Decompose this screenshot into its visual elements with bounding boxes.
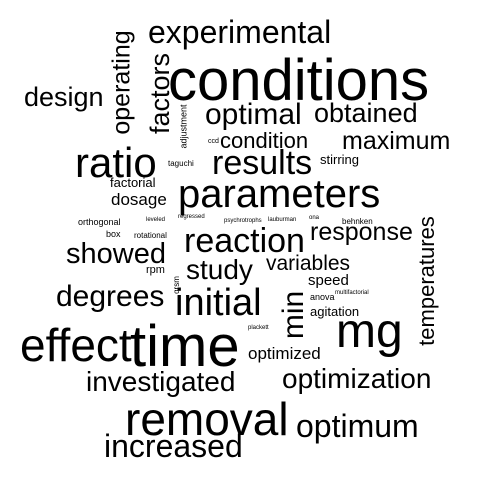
word-variables: variables [266, 252, 351, 275]
word-design: design [24, 82, 104, 112]
word-investigated: investigated [86, 366, 236, 397]
word-ona: ona [309, 215, 320, 221]
word-optimized: optimized [248, 344, 321, 363]
word-temperatures: temperatures [413, 216, 439, 346]
word-obtained: obtained [314, 98, 418, 128]
word-reaction: reaction [184, 222, 305, 260]
word-factorial: factorial [110, 175, 156, 190]
word-plackett: plackett [248, 325, 269, 331]
word-factors: factors [145, 52, 176, 135]
word-adjustment: adjustment [178, 104, 189, 149]
word-multifactorial: multifactorial [335, 290, 369, 296]
word-lauburman: lauburman [268, 217, 297, 223]
word-qrsm: qrsm [171, 276, 181, 294]
word-condition: condition [220, 128, 309, 153]
word-taguchi: taguchi [168, 159, 194, 168]
word-ccd: ccd [208, 138, 219, 145]
word-orthogonal: orthogonal [78, 217, 121, 227]
word-rpm: rpm [146, 264, 165, 276]
word-maximum: maximum [342, 127, 451, 155]
word-optimization: optimization [282, 363, 432, 394]
word-conditions: conditions [168, 48, 430, 113]
word-agitation: agitation [310, 304, 360, 319]
word-stirring: stirring [320, 152, 360, 167]
word-dosage: dosage [111, 190, 167, 209]
word-removal: removal [125, 393, 289, 445]
word-speed: speed [308, 272, 349, 289]
word-degrees: degrees [56, 280, 165, 313]
word-anova: anova [310, 292, 335, 302]
word-rotational: rotational [134, 231, 167, 240]
word-parameters: parameters [178, 172, 381, 216]
word-regressed: regressed [178, 214, 205, 220]
word-experimental: experimental [148, 14, 332, 50]
word-optimum: optimum [296, 408, 419, 444]
word-initial: initial [175, 282, 262, 324]
word-min: min [277, 290, 311, 340]
word-effect: effect [20, 319, 132, 371]
word-behnken: behnken [342, 217, 373, 226]
word-time: time [130, 314, 240, 379]
word-response: response [310, 218, 413, 246]
word-increased: increased [104, 428, 243, 464]
word-operating: operating [107, 30, 136, 135]
word-results: results [212, 144, 313, 182]
word-psychrotrophs: psychrotrophs [224, 218, 262, 224]
word-study: study [186, 254, 253, 285]
word-box: box [106, 229, 121, 239]
word-leveled: leveled [146, 217, 166, 223]
word-optimal: optimal [205, 98, 302, 131]
word-showed: showed [66, 238, 166, 270]
word-ratio: ratio [75, 139, 157, 186]
word-mg: mg [336, 305, 403, 358]
